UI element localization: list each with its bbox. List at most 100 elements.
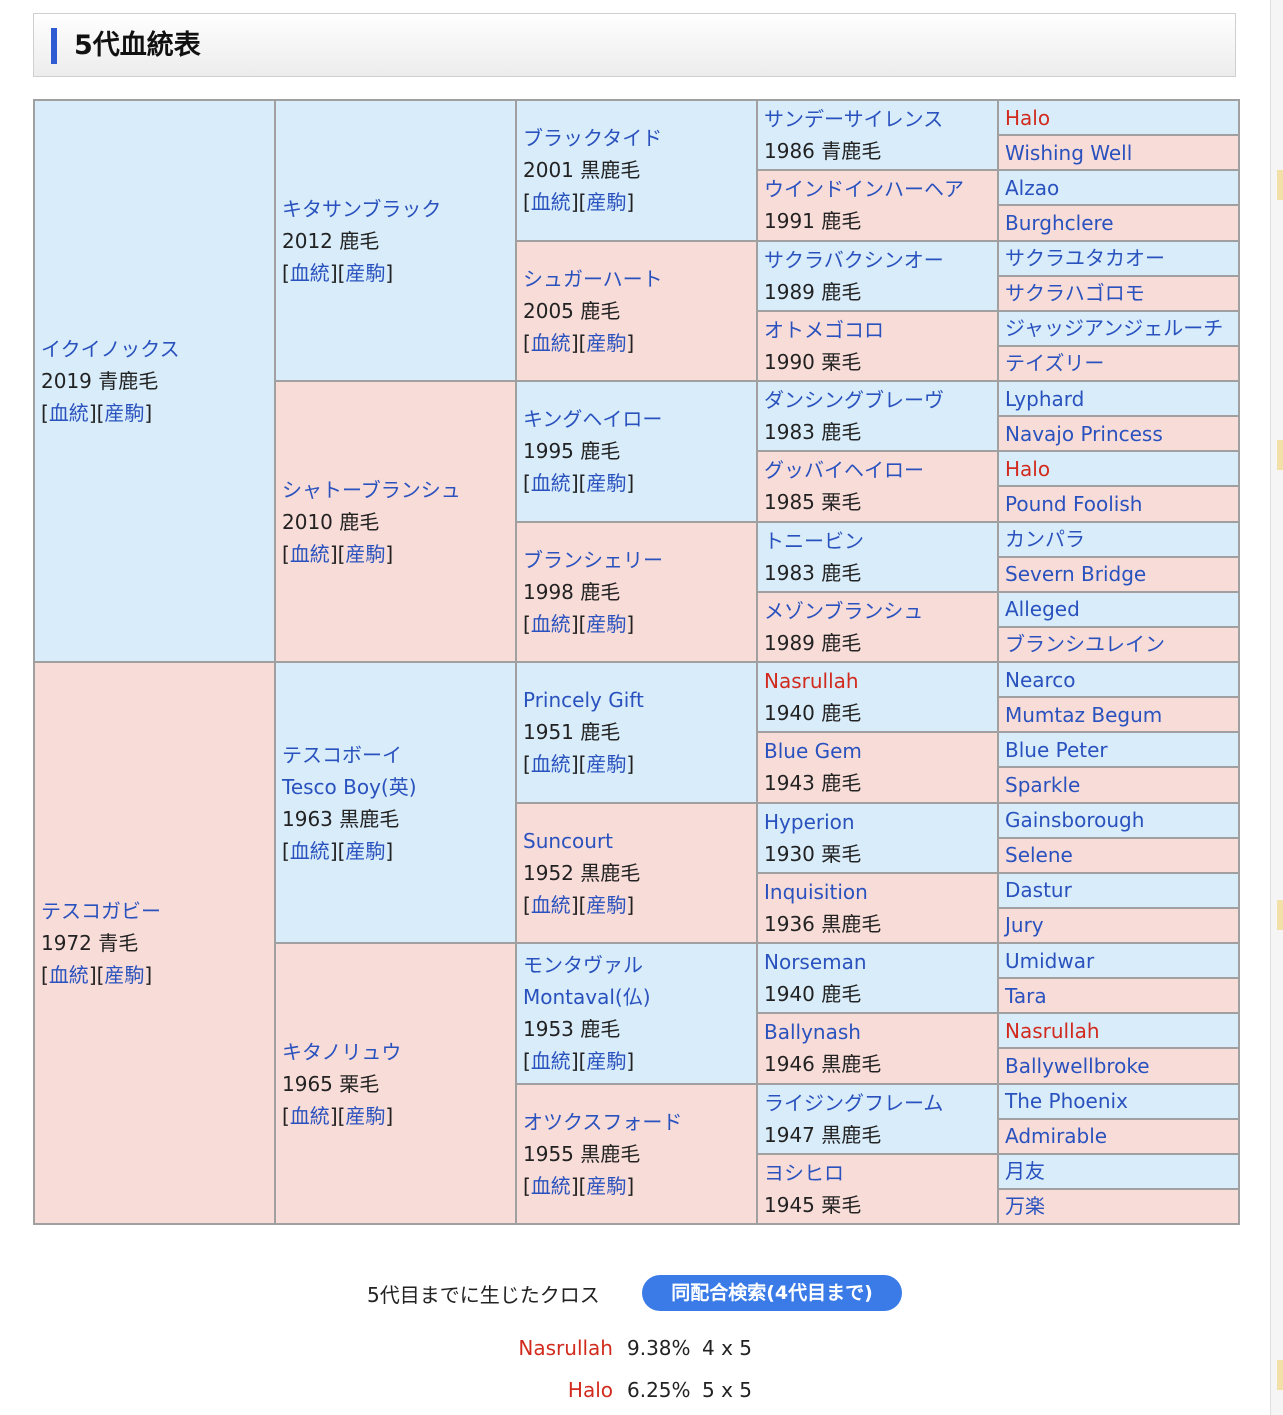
pedigree-link[interactable]: 血統 xyxy=(530,330,571,355)
rail-marker xyxy=(1277,900,1283,930)
horse-name-link[interactable]: Nasrullah xyxy=(764,669,859,694)
pedigree-link[interactable]: 血統 xyxy=(48,963,89,987)
horse-name-link[interactable]: Admirable xyxy=(1005,1124,1108,1149)
horse-name-link[interactable]: Navajo Princess xyxy=(1005,421,1163,446)
horse-name-link[interactable]: The Phoenix xyxy=(1005,1089,1128,1114)
horse-name-link[interactable]: サンデーサイレンス xyxy=(764,107,944,132)
horse-name-link[interactable]: Tara xyxy=(1005,983,1047,1008)
pedigree-row: Severn Bridge xyxy=(34,555,1240,593)
cross-horse-link[interactable]: Halo xyxy=(567,1378,613,1402)
horse-name-link[interactable]: グッバイヘイロー xyxy=(764,458,924,483)
horse-name-link[interactable]: Inquisition xyxy=(764,879,868,904)
horse-name-link[interactable]: シャトーブランシュ xyxy=(282,477,461,502)
pedigree-row: ウインドインハーヘア 1991 鹿毛 Alzao xyxy=(34,169,1240,242)
horse-name-link[interactable]: ヨシヒロ xyxy=(764,1160,844,1185)
horse-name-link[interactable]: Wishing Well xyxy=(1005,140,1133,165)
page-scroll-rail[interactable] xyxy=(1270,0,1283,1415)
horse-name-link[interactable]: サクラバクシンオー xyxy=(764,247,944,272)
horse-name-link[interactable]: Nasrullah xyxy=(1005,1018,1100,1043)
horse-name-link[interactable]: ブランシェリー xyxy=(523,547,663,572)
horse-name-link[interactable]: テスコボーイ xyxy=(282,742,402,767)
progeny-link[interactable]: 産駒 xyxy=(586,1049,627,1074)
horse-english-name-link[interactable]: Tesco Boy(英) xyxy=(282,774,417,799)
horse-name-link[interactable]: Norseman xyxy=(764,950,867,975)
horse-name-link[interactable]: Suncourt xyxy=(523,828,614,853)
progeny-link[interactable]: 産駒 xyxy=(586,611,627,636)
progeny-link[interactable]: 産駒 xyxy=(345,260,386,285)
horse-name-link[interactable]: ウインドインハーヘア xyxy=(764,177,964,202)
pedigree-link[interactable]: 血統 xyxy=(289,838,330,863)
horse-name-link[interactable]: Gainsborough xyxy=(1005,808,1145,833)
horse-name-link[interactable]: イクイノックス xyxy=(41,337,180,361)
progeny-link[interactable]: 産駒 xyxy=(345,541,386,566)
horse-name-link[interactable]: サクラハゴロモ xyxy=(1005,281,1145,306)
horse-name-link[interactable]: 万楽 xyxy=(1005,1194,1045,1219)
pedigree-link[interactable]: 血統 xyxy=(289,1103,330,1128)
horse-name-link[interactable]: Mumtaz Begum xyxy=(1005,702,1163,727)
progeny-link[interactable]: 産駒 xyxy=(586,330,627,355)
horse-name-link[interactable]: Nearco xyxy=(1005,667,1076,692)
horse-name-link[interactable]: テイズリー xyxy=(1005,351,1105,376)
horse-name-link[interactable]: Blue Gem xyxy=(764,739,862,764)
pedigree-link[interactable]: 血統 xyxy=(530,1049,571,1074)
horse-name-link[interactable]: Halo xyxy=(1005,456,1051,481)
progeny-link[interactable]: 産駒 xyxy=(586,752,627,777)
progeny-link[interactable]: 産駒 xyxy=(345,1103,386,1128)
horse-name-link[interactable]: キングヘイロー xyxy=(523,407,663,432)
horse-name-link[interactable]: キタサンブラック xyxy=(282,196,442,221)
horse-name-link[interactable]: Alzao xyxy=(1005,175,1060,200)
horse-name-link[interactable]: テスコガビー xyxy=(41,899,161,923)
horse-name-link[interactable]: Severn Bridge xyxy=(1005,562,1147,587)
pedigree-link[interactable]: 血統 xyxy=(530,1173,571,1198)
horse-name-link[interactable]: Princely Gift xyxy=(523,688,644,713)
horse-name-link[interactable]: Alleged xyxy=(1005,597,1080,622)
progeny-link[interactable]: 産駒 xyxy=(586,471,627,496)
horse-name-link[interactable]: Sparkle xyxy=(1005,772,1081,797)
progeny-link[interactable]: 産駒 xyxy=(104,401,145,425)
horse-name-link[interactable]: ブランシユレイン xyxy=(1005,632,1165,657)
horse-birth-info: 1940 鹿毛 xyxy=(764,982,862,1007)
horse-name-link[interactable]: モンタヴァル xyxy=(523,953,643,978)
horse-name-link[interactable]: ダンシングブレーヴ xyxy=(764,388,944,413)
same-mating-search-button[interactable]: 同配合検索(4代目まで) xyxy=(642,1275,902,1311)
pedigree-link[interactable]: 血統 xyxy=(289,260,330,285)
horse-name-link[interactable]: キタノリュウ xyxy=(282,1039,402,1064)
horse-name-link[interactable]: ブラックタイド xyxy=(523,126,663,151)
horse-name-link[interactable]: カンパラ xyxy=(1005,527,1085,552)
progeny-link[interactable]: 産駒 xyxy=(586,892,627,917)
progeny-link[interactable]: 産駒 xyxy=(345,838,386,863)
horse-name-link[interactable]: Blue Peter xyxy=(1005,737,1108,762)
horse-name-link[interactable]: サクラユタカオー xyxy=(1005,246,1165,271)
horse-name-link[interactable]: Dastur xyxy=(1005,878,1072,903)
horse-name-link[interactable]: 月友 xyxy=(1005,1159,1045,1184)
pedigree-link[interactable]: 血統 xyxy=(530,892,571,917)
horse-name-link[interactable]: Hyperion xyxy=(764,809,855,834)
horse-name-link[interactable]: Ballywellbroke xyxy=(1005,1053,1150,1078)
progeny-link[interactable]: 産駒 xyxy=(586,1173,627,1198)
pedigree-link[interactable]: 血統 xyxy=(530,611,571,636)
horse-name-link[interactable]: Pound Foolish xyxy=(1005,491,1143,516)
horse-name-link[interactable]: Lyphard xyxy=(1005,386,1085,411)
horse-name-link[interactable]: トニービン xyxy=(764,528,864,553)
pedigree-link[interactable]: 血統 xyxy=(530,190,571,215)
horse-name-link[interactable]: オツクスフォード xyxy=(523,1109,683,1134)
pedigree-link[interactable]: 血統 xyxy=(530,752,571,777)
horse-name-link[interactable]: ジャッジアンジェルーチ xyxy=(1005,316,1224,341)
horse-name-link[interactable]: Ballynash xyxy=(764,1020,861,1045)
progeny-link[interactable]: 産駒 xyxy=(586,190,627,215)
horse-name-link[interactable]: シュガーハート xyxy=(523,266,663,291)
horse-english-name-link[interactable]: Montaval(仏) xyxy=(523,985,651,1010)
horse-name-link[interactable]: Selene xyxy=(1005,843,1073,868)
cross-horse-link[interactable]: Nasrullah xyxy=(518,1336,613,1360)
horse-name-link[interactable]: オトメゴコロ xyxy=(764,317,884,342)
progeny-link[interactable]: 産駒 xyxy=(104,963,145,987)
horse-name-link[interactable]: Umidwar xyxy=(1005,948,1095,973)
horse-name-link[interactable]: Halo xyxy=(1005,105,1051,130)
horse-name-link[interactable]: Burghclere xyxy=(1005,210,1114,235)
pedigree-link[interactable]: 血統 xyxy=(289,541,330,566)
horse-name-link[interactable]: ライジングフレーム xyxy=(764,1090,944,1115)
horse-name-link[interactable]: メゾンブランシュ xyxy=(764,598,924,623)
pedigree-link[interactable]: 血統 xyxy=(48,401,89,425)
pedigree-link[interactable]: 血統 xyxy=(530,471,571,496)
horse-name-link[interactable]: Jury xyxy=(1005,913,1044,938)
